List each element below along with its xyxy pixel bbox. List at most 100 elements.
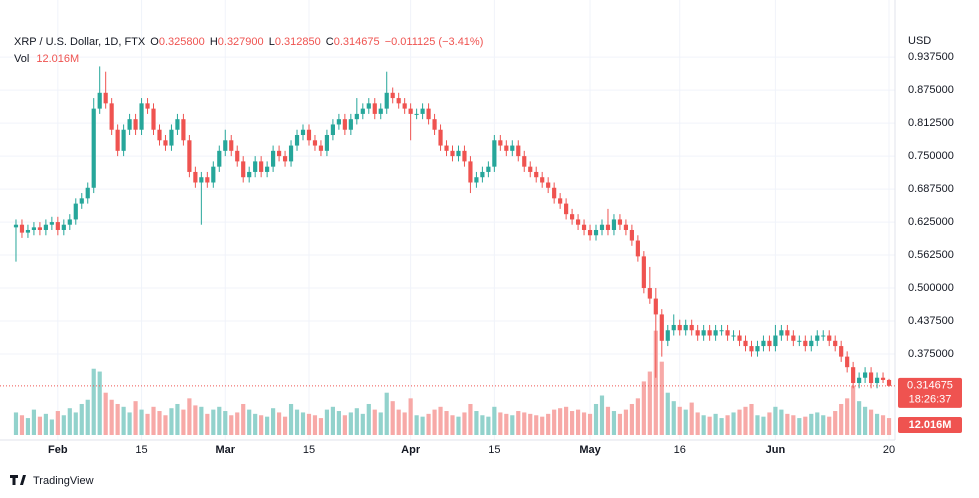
volume-bar	[115, 403, 120, 435]
axis-layer: 0.937500 0.875000 0.812500 0.750000 0.687500…	[0, 51, 962, 456]
candle-body	[402, 103, 407, 109]
volume-bar	[886, 418, 892, 435]
candle-body	[468, 161, 473, 183]
volume-bar	[259, 415, 264, 435]
volume-bar	[282, 416, 288, 435]
y-tick-label: 0.875000	[908, 84, 954, 96]
volume-value: 12.016M	[36, 53, 79, 65]
volume-bar	[689, 402, 694, 435]
candle-body	[671, 324, 676, 331]
volume-bar	[13, 412, 19, 435]
volume-bar	[306, 413, 312, 435]
volume-bar	[318, 418, 324, 435]
volume-name: Vol	[14, 53, 29, 65]
candle-body	[163, 140, 168, 146]
volume-bar	[294, 409, 300, 435]
candle-body	[749, 346, 754, 352]
y-tick-label: 0.625000	[908, 216, 954, 228]
volume-bar	[271, 408, 276, 435]
candle-body	[336, 119, 341, 125]
volume-bar	[504, 413, 509, 435]
volume-bar	[797, 418, 802, 435]
volume-bar	[67, 408, 72, 435]
volume-bar	[330, 406, 335, 435]
volume-bar	[342, 415, 347, 435]
volume-bar	[235, 412, 240, 435]
candle-layer	[13, 66, 892, 389]
candle-body	[707, 330, 712, 336]
candle-body	[737, 335, 742, 341]
volume-bar	[575, 409, 581, 435]
candle-body	[318, 145, 324, 151]
volume-bar	[821, 415, 826, 435]
candle-body	[653, 298, 658, 315]
volume-bar	[617, 413, 623, 435]
volume-bar	[719, 418, 724, 435]
candle-body	[157, 129, 162, 141]
candle-body	[330, 124, 335, 136]
y-tick-label: 0.437500	[908, 315, 954, 327]
volume-bar	[360, 413, 365, 435]
candle-body	[187, 140, 192, 172]
volume-bar	[713, 413, 718, 435]
volume-bar	[480, 415, 485, 435]
volume-bar	[444, 411, 449, 435]
volume-bar	[324, 409, 330, 435]
candle-body	[564, 203, 569, 215]
candle-body	[522, 156, 527, 167]
candle-body	[761, 340, 766, 347]
volume-bar	[863, 406, 868, 435]
volume-layer	[13, 330, 892, 435]
candle-body	[205, 177, 210, 183]
candle-body	[109, 103, 114, 130]
volume-bar	[366, 403, 371, 435]
candle-body	[127, 119, 132, 130]
volume-bar	[605, 406, 611, 435]
volume-bar	[570, 411, 575, 435]
candle-body	[719, 330, 724, 332]
candle-body	[575, 219, 581, 225]
volume-bar	[211, 409, 216, 435]
candle-body	[282, 156, 288, 162]
y-tick-label: 0.500000	[908, 282, 954, 294]
volume-bar	[79, 403, 84, 435]
volume-bar	[474, 411, 479, 435]
candle-body	[348, 119, 353, 130]
candle-body	[552, 187, 557, 199]
candle-body	[25, 229, 31, 233]
volume-bar	[659, 361, 664, 435]
candle-body	[67, 219, 72, 225]
x-tick-label: Mar	[215, 444, 235, 456]
candle-body	[815, 335, 820, 341]
candle-body	[37, 227, 42, 230]
price-box	[898, 377, 962, 408]
volume-bar	[43, 413, 48, 435]
candle-body	[689, 324, 694, 331]
candle-body	[181, 119, 186, 141]
volume-bar	[55, 411, 60, 435]
candle-body	[253, 161, 258, 172]
candle-body	[635, 240, 640, 257]
candle-body	[743, 340, 748, 347]
candle-body	[13, 224, 19, 228]
candle-body	[211, 166, 216, 183]
volume-bar	[432, 409, 437, 435]
candle-body	[229, 140, 234, 151]
volume-bar	[247, 409, 252, 435]
volume-bar	[31, 409, 37, 435]
volume-bar	[815, 412, 820, 435]
volume-bar	[133, 401, 138, 435]
volume-bar	[312, 415, 318, 435]
volume-bar	[833, 411, 838, 435]
candle-body	[605, 224, 611, 230]
volume-bar	[157, 411, 162, 435]
candle-body	[540, 177, 545, 183]
candle-body	[641, 256, 646, 289]
x-tick-label: Feb	[48, 444, 68, 456]
candle-body	[420, 108, 425, 114]
candle-body	[49, 222, 54, 225]
candle-body	[43, 224, 48, 230]
volume-bar	[701, 415, 706, 435]
candle-body	[486, 166, 491, 172]
